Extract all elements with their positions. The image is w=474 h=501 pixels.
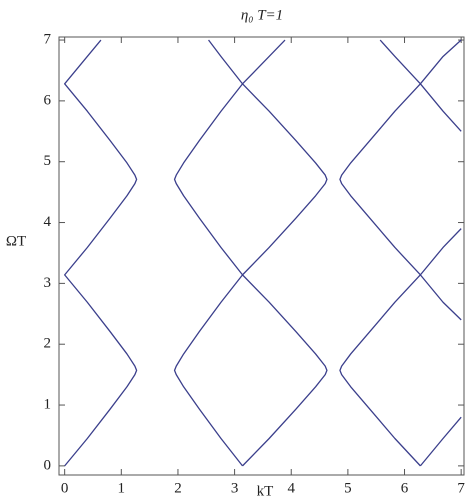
y-tick-label: 2 [44, 336, 52, 352]
x-tick-label: 2 [174, 480, 182, 496]
y-tick-label: 0 [44, 457, 52, 473]
x-tick-label: 1 [118, 480, 126, 496]
curve [64, 39, 138, 467]
y-tick-label: 6 [44, 92, 52, 108]
curve [173, 39, 244, 467]
x-tick-label: 0 [61, 480, 69, 496]
y-tick-label: 4 [44, 214, 52, 230]
x-tick-label: 4 [287, 480, 295, 496]
y-tick-label: 5 [44, 153, 52, 169]
curve [339, 39, 422, 467]
x-tick-label: 5 [344, 480, 352, 496]
x-tick-label: 3 [231, 480, 239, 496]
y-axis-label: ΩT [6, 233, 26, 249]
chart-title: η₀ T=1 [241, 7, 283, 23]
curve [241, 39, 328, 467]
y-tick-label: 1 [44, 396, 52, 412]
x-tick-label: 7 [457, 480, 465, 496]
y-tick-label: 7 [44, 31, 52, 47]
x-axis-label: kT [257, 483, 274, 499]
x-tick-label: 6 [401, 480, 409, 496]
plot-frame [58, 36, 465, 476]
y-tick-label: 3 [44, 275, 52, 291]
curve [419, 39, 462, 467]
